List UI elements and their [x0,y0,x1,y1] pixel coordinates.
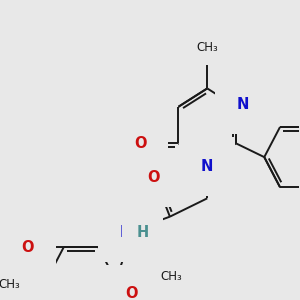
Text: N: N [236,98,249,112]
Text: O: O [134,136,146,151]
Text: CH₃: CH₃ [160,270,182,283]
Text: N: N [120,225,132,240]
Text: O: O [125,286,138,300]
Text: O: O [147,170,160,185]
Text: CH₃: CH₃ [196,41,218,54]
Text: H: H [136,225,148,240]
Text: CH₃: CH₃ [0,278,20,291]
Text: O: O [22,240,34,255]
Text: N: N [201,159,213,174]
